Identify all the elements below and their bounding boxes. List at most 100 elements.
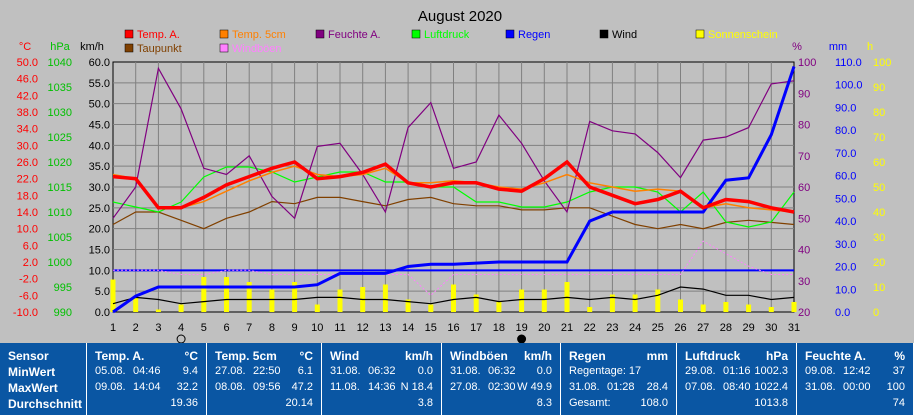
label-max: MaxWert (8, 381, 58, 395)
chart-title: August 2020 (418, 8, 502, 25)
tick-temp: -10.0 (13, 307, 38, 319)
tick-temp: 34.0 (17, 124, 38, 136)
tick-wind: 25.0 (89, 203, 110, 215)
x-tick-label: 2 (133, 322, 139, 334)
x-axis-ticks: 1 2 3 4 5 6 7 8 9 10 11 12 13 14 15 16 17 18 19 20 21 22 23 24 2… (110, 322, 800, 334)
stats-value: N 18.4 (400, 381, 433, 393)
x-tick-label: 31 (788, 322, 800, 334)
tick-rain: 30.0 (835, 239, 856, 251)
tick-temp: 6.0 (23, 240, 38, 252)
series-line-windb-en (113, 240, 794, 296)
tick-sun: 0 (873, 307, 879, 319)
tick-humidity: 60 (798, 182, 810, 194)
tick-wind: 55.0 (89, 78, 110, 90)
stats-date: 05.08. (95, 365, 126, 377)
sunshine-bar (201, 277, 207, 312)
stats-value: 74 (892, 397, 905, 409)
legend-label: Taupunkt (137, 43, 182, 55)
stats-time: 09:56 (253, 381, 281, 393)
x-tick-label: 10 (311, 322, 323, 334)
stats-card-title: Windböen km/h (450, 349, 552, 363)
series-lines (112, 66, 796, 314)
x-tick-label: 14 (402, 322, 414, 334)
tick-wind: 60.0 (89, 57, 110, 69)
stats-value: 8.3 (536, 397, 552, 409)
stats-value: 20.14 (285, 397, 313, 409)
stats-date: Regentage: 17 (569, 365, 642, 377)
axis-ticks: 50.0 46.0 42.0 38.0 34.0 30.0 26.0 22.0 18.0 14.0… (13, 57, 891, 319)
tick-wind: 10.0 (89, 265, 110, 277)
stats-time: 14:04 (133, 381, 161, 393)
stats-value: 32.2 (176, 381, 198, 393)
sunshine-bar (609, 294, 615, 312)
x-tick-label: 23 (606, 322, 618, 334)
stats-row: Gesamt: 108.0 (569, 397, 672, 411)
tick-pressure: 1015 (48, 182, 72, 194)
tick-temp: 42.0 (17, 90, 38, 102)
tick-rain: 50.0 (835, 193, 856, 205)
legend: Temp. A. Temp. 5cm Feuchte A. Luftdruck Rege… (124, 29, 778, 55)
sunshine-bar (496, 302, 502, 312)
tick-temp: -2.0 (19, 274, 38, 286)
tick-wind: 15.0 (89, 245, 110, 257)
x-tick-label: 4 (178, 322, 184, 334)
stats-time: 04:46 (133, 365, 161, 377)
tick-pressure: 1000 (48, 257, 72, 269)
legend-swatch (411, 29, 421, 39)
x-tick-label: 18 (493, 322, 505, 334)
stats-row: 19.36 (95, 397, 202, 411)
axis-unit-wind: km/h (80, 41, 104, 53)
stats-card-regen: Regen mm Regentage: 17 31.08. 01:28 28.4 Gesam… (561, 343, 677, 415)
tick-humidity: 20 (798, 307, 810, 319)
stats-value: 37 (892, 365, 905, 377)
statistics-panel: Sensor MinWert MaxWert Durchschnitt Temp… (0, 343, 914, 415)
tick-sun: 40 (873, 207, 885, 219)
axis-unit-temp: °C (19, 41, 31, 53)
sunshine-bar (110, 279, 116, 312)
stats-date: 07.08. (685, 381, 716, 393)
tick-sun: 20 (873, 257, 885, 269)
tick-rain: 90.0 (835, 102, 856, 114)
stats-row: 3.8 (330, 397, 437, 411)
sunshine-bar (587, 307, 593, 312)
legend-label: Wind (612, 29, 637, 41)
stats-card-unit: hPa (765, 349, 788, 363)
sunshine-bar (700, 304, 706, 312)
stats-card-unit: mm (646, 349, 668, 363)
sunshine-bar (768, 307, 774, 312)
tick-humidity: 90 (798, 88, 810, 100)
tick-sun: 70 (873, 132, 885, 144)
series-line-temp-a- (112, 159, 795, 214)
x-tick-label: 7 (246, 322, 252, 334)
stats-row: 8.3 (450, 397, 556, 411)
x-tick-label: 11 (334, 322, 345, 334)
stats-time: 01:28 (607, 381, 635, 393)
stats-value: 9.4 (182, 365, 198, 377)
x-tick-label: 30 (765, 322, 777, 334)
moon-phases (176, 334, 527, 343)
stats-time: 06:32 (488, 365, 516, 377)
legend-swatch (505, 29, 515, 39)
stats-row-labels: Sensor MinWert MaxWert Durchschnitt (0, 343, 87, 415)
tick-wind: 45.0 (89, 120, 110, 132)
legend-swatch (695, 29, 705, 39)
sunshine-bar (337, 289, 343, 312)
sunshine-bar (655, 289, 661, 312)
stats-value: 108.0 (640, 397, 668, 409)
stats-card-temp-a-: Temp. A. °C 05.08. 04:46 9.4 09.08. 14:04 32.2 1… (87, 343, 207, 415)
x-tick-label: 3 (155, 322, 161, 334)
tick-humidity: 40 (798, 245, 810, 257)
tick-wind: 30.0 (89, 182, 110, 194)
tick-temp: 14.0 (17, 207, 38, 219)
tick-temp: 50.0 (17, 57, 38, 69)
tick-sun: 30 (873, 232, 885, 244)
stats-row: 27.08. 02:30 W 49.9 (450, 381, 556, 395)
legend-swatch (599, 29, 609, 39)
stats-row: 31.08. 06:32 0.0 (330, 365, 437, 379)
weather-chart: August 2020 Temp. A. Temp. 5cm Feuchte A. L… (13, 8, 891, 343)
legend-label: Temp. 5cm (232, 29, 286, 41)
tick-temp: 38.0 (17, 107, 38, 119)
tick-pressure: 1005 (48, 232, 72, 244)
series-line-taupunkt (112, 196, 795, 230)
legend-swatch (124, 43, 134, 53)
